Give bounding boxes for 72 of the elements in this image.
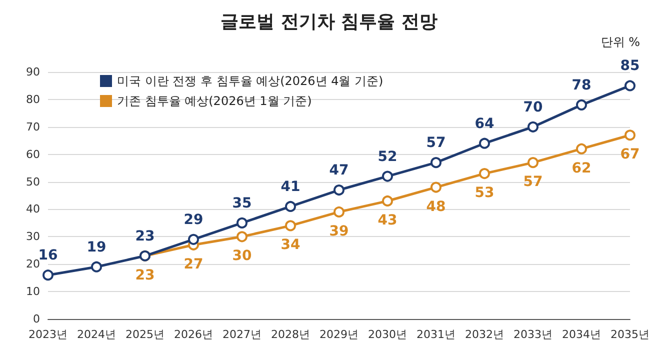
data-label: 48 [426, 198, 446, 215]
y-tick-label: 30 [26, 230, 40, 244]
chart-title: 글로벌 전기차 침투율 전망 [220, 12, 438, 32]
data-label: 62 [572, 160, 592, 176]
point [528, 121, 538, 132]
y-tick-label: 90 [26, 66, 40, 78]
data-label: 34 [280, 237, 300, 254]
data-label: 35 [232, 195, 252, 212]
y-tick-label: 60 [26, 148, 40, 161]
data-label: 41 [280, 178, 300, 195]
x-tick-label: 2033년 [514, 328, 552, 341]
point [479, 138, 490, 149]
data-label: 16 [38, 248, 58, 264]
point [42, 270, 54, 281]
data-label: 29 [184, 212, 204, 228]
y-tick-label: 0 [33, 312, 40, 326]
point [430, 157, 442, 168]
data-label: 57 [523, 174, 543, 190]
point [382, 195, 393, 206]
point [576, 143, 587, 154]
x-tick-label: 2028년 [271, 328, 310, 341]
data-label: 78 [572, 77, 592, 94]
x-tick-label: 2027년 [222, 328, 262, 341]
data-label: 57 [426, 135, 446, 152]
y-tick-label: 10 [26, 285, 40, 298]
data-label: 67 [620, 146, 640, 163]
point [528, 157, 538, 168]
x-tick-label: 2029년 [320, 328, 358, 341]
data-label: 39 [329, 223, 349, 240]
legend-label: 미국 이란 전쟁 후 침투율 예상(2026년 4월 기준) [117, 74, 384, 88]
data-label: 85 [620, 58, 640, 74]
point [624, 80, 636, 92]
point [236, 217, 248, 228]
x-tick-label: 2032년 [465, 328, 504, 341]
data-label: 23 [135, 228, 155, 244]
data-label: 53 [474, 185, 494, 202]
data-label: 19 [86, 239, 106, 256]
data-label: 47 [329, 162, 349, 179]
legend-label: 기존 침투율 예상(2026년 1월 기준) [117, 94, 312, 108]
y-tick-label: 80 [26, 92, 40, 106]
x-tick-label: 2030년 [368, 328, 407, 341]
data-label: 70 [523, 99, 543, 116]
data-label: 30 [232, 248, 252, 264]
y-tick-label: 20 [26, 258, 40, 271]
point [479, 168, 490, 180]
y-tick-label: 50 [26, 175, 40, 188]
text: 단위 % [600, 35, 640, 49]
data-label: 23 [135, 267, 155, 284]
data-label: 43 [378, 212, 398, 228]
point [430, 182, 442, 193]
point [334, 184, 344, 196]
data-label: 27 [184, 256, 204, 272]
point [382, 170, 393, 182]
y-tick-label: 40 [26, 202, 40, 216]
point [236, 231, 248, 242]
point [285, 200, 296, 212]
y-tick-label: 70 [26, 120, 40, 134]
x-tick-label: 2031년 [416, 328, 456, 341]
x-tick-label: 2023년 [28, 328, 68, 341]
point [576, 99, 587, 110]
point [334, 206, 344, 218]
x-tick-label: 2034년 [562, 328, 601, 341]
x-tick-label: 2035년 [610, 328, 650, 341]
point [624, 130, 636, 141]
data-label: 64 [474, 116, 494, 132]
point [188, 234, 199, 245]
point [285, 220, 296, 232]
point [91, 261, 102, 272]
data-label: 52 [378, 148, 398, 165]
x-tick-label: 2024년 [77, 328, 116, 341]
x-tick-label: 2025년 [126, 328, 164, 341]
x-tick-label: 2026년 [174, 328, 213, 341]
